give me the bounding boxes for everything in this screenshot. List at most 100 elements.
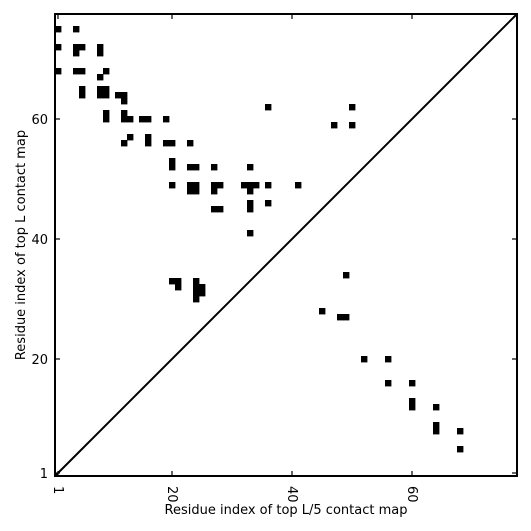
contact-cell-upper (73, 44, 80, 51)
contact-cell-upper (55, 68, 62, 75)
contact-cell-lower (433, 428, 440, 435)
y-axis-label: Residue index of top L contact map (14, 130, 29, 360)
contact-cell-lower (457, 446, 464, 453)
contact-cell-upper (121, 98, 128, 105)
x-tick-label: 1 (50, 486, 65, 494)
contact-cell-upper (187, 164, 194, 171)
contact-cell-lower (385, 356, 392, 363)
contact-cell-upper (139, 116, 146, 123)
contact-cell-upper (265, 182, 272, 189)
contact-cell-upper (55, 44, 62, 51)
contact-cell-lower (409, 404, 416, 411)
contact-cell-upper (193, 164, 200, 171)
contact-cell-upper (103, 110, 110, 117)
x-tick-label: 40 (284, 486, 299, 503)
contact-cell-upper (163, 140, 170, 147)
contact-cell-upper (103, 92, 110, 99)
contact-cell-lower (169, 278, 176, 285)
contact-cell-upper (145, 116, 152, 123)
contact-cell-upper (217, 206, 224, 213)
contact-cell-upper (121, 140, 128, 147)
contact-cell-upper (169, 164, 176, 171)
x-axis-label: Residue index of top L/5 contact map (165, 503, 408, 518)
contact-cell-lower (199, 290, 206, 297)
contact-cell-upper (247, 164, 254, 171)
contact-cell-upper (349, 122, 356, 129)
contact-cell-upper (187, 188, 194, 195)
contact-cell-upper (79, 44, 86, 51)
contact-cell-lower (175, 278, 182, 285)
contact-cell-upper (349, 104, 356, 111)
contact-cell-upper (121, 116, 128, 123)
contact-cell-upper (97, 86, 104, 93)
contact-cell-upper (211, 182, 218, 189)
contact-cell-upper (247, 230, 254, 237)
contact-cell-upper (55, 26, 62, 33)
contact-cell-upper (169, 140, 176, 147)
plot-frame (54, 13, 518, 477)
contact-cell-upper (331, 122, 338, 129)
contact-cell-upper (79, 86, 86, 93)
contact-cell-lower (319, 308, 326, 315)
contact-cell-lower (193, 290, 200, 297)
contact-cell-upper (145, 140, 152, 147)
diagonal-line (54, 13, 518, 477)
contact-cell-lower (193, 278, 200, 285)
contact-cell-upper (73, 50, 80, 57)
contact-cell-upper (127, 134, 134, 141)
contact-cell-upper (253, 182, 260, 189)
y-tick-label: 40 (31, 233, 48, 248)
contact-cell-upper (211, 188, 218, 195)
contact-cell-lower (409, 398, 416, 405)
contact-cell-upper (97, 74, 104, 81)
contact-cell-upper (103, 86, 110, 93)
contact-cell-upper (295, 182, 302, 189)
y-tick-label: 1 (40, 467, 48, 482)
contact-cell-upper (265, 104, 272, 111)
contact-cell-upper (211, 206, 218, 213)
x-tick-label: 60 (404, 486, 419, 503)
contact-cell-upper (103, 68, 110, 75)
contact-cell-upper (193, 182, 200, 189)
contact-cell-lower (343, 272, 350, 279)
contact-cell-upper (169, 182, 176, 189)
contact-cell-upper (247, 188, 254, 195)
contact-cell-upper (145, 134, 152, 141)
contact-cell-upper (247, 182, 254, 189)
contact-cells (55, 26, 464, 453)
contact-cell-lower (433, 404, 440, 411)
contact-cell-lower (337, 314, 344, 321)
contact-cell-upper (115, 92, 122, 99)
contact-cell-upper (217, 182, 224, 189)
contact-cell-upper (97, 92, 104, 99)
contact-cell-lower (193, 296, 200, 303)
contact-cell-lower (175, 284, 182, 291)
contact-cell-lower (343, 314, 350, 321)
contact-cell-upper (121, 92, 128, 99)
contact-cell-upper (247, 200, 254, 207)
contact-cell-lower (199, 284, 206, 291)
axis-ticks: 1 20 40 60 1 20 40 60 (31, 14, 517, 503)
contact-cell-upper (103, 116, 110, 123)
contact-cell-upper (163, 116, 170, 123)
contact-cell-upper (73, 26, 80, 33)
contact-cell-lower (409, 380, 416, 387)
contact-cell-upper (127, 116, 134, 123)
contact-cell-upper (121, 110, 128, 117)
contact-cell-upper (187, 182, 194, 189)
contact-cell-upper (241, 182, 248, 189)
x-tick-label: 20 (164, 486, 179, 503)
contact-cell-upper (97, 44, 104, 51)
contact-cell-upper (97, 50, 104, 57)
contact-cell-upper (247, 206, 254, 213)
contact-cell-upper (211, 164, 218, 171)
contact-cell-upper (187, 140, 194, 147)
contact-cell-upper (265, 200, 272, 207)
contact-cell-upper (193, 188, 200, 195)
y-tick-label: 60 (31, 113, 48, 128)
contact-cell-lower (385, 380, 392, 387)
contact-cell-lower (193, 284, 200, 291)
contact-cell-upper (79, 92, 86, 99)
contact-cell-upper (73, 68, 80, 75)
